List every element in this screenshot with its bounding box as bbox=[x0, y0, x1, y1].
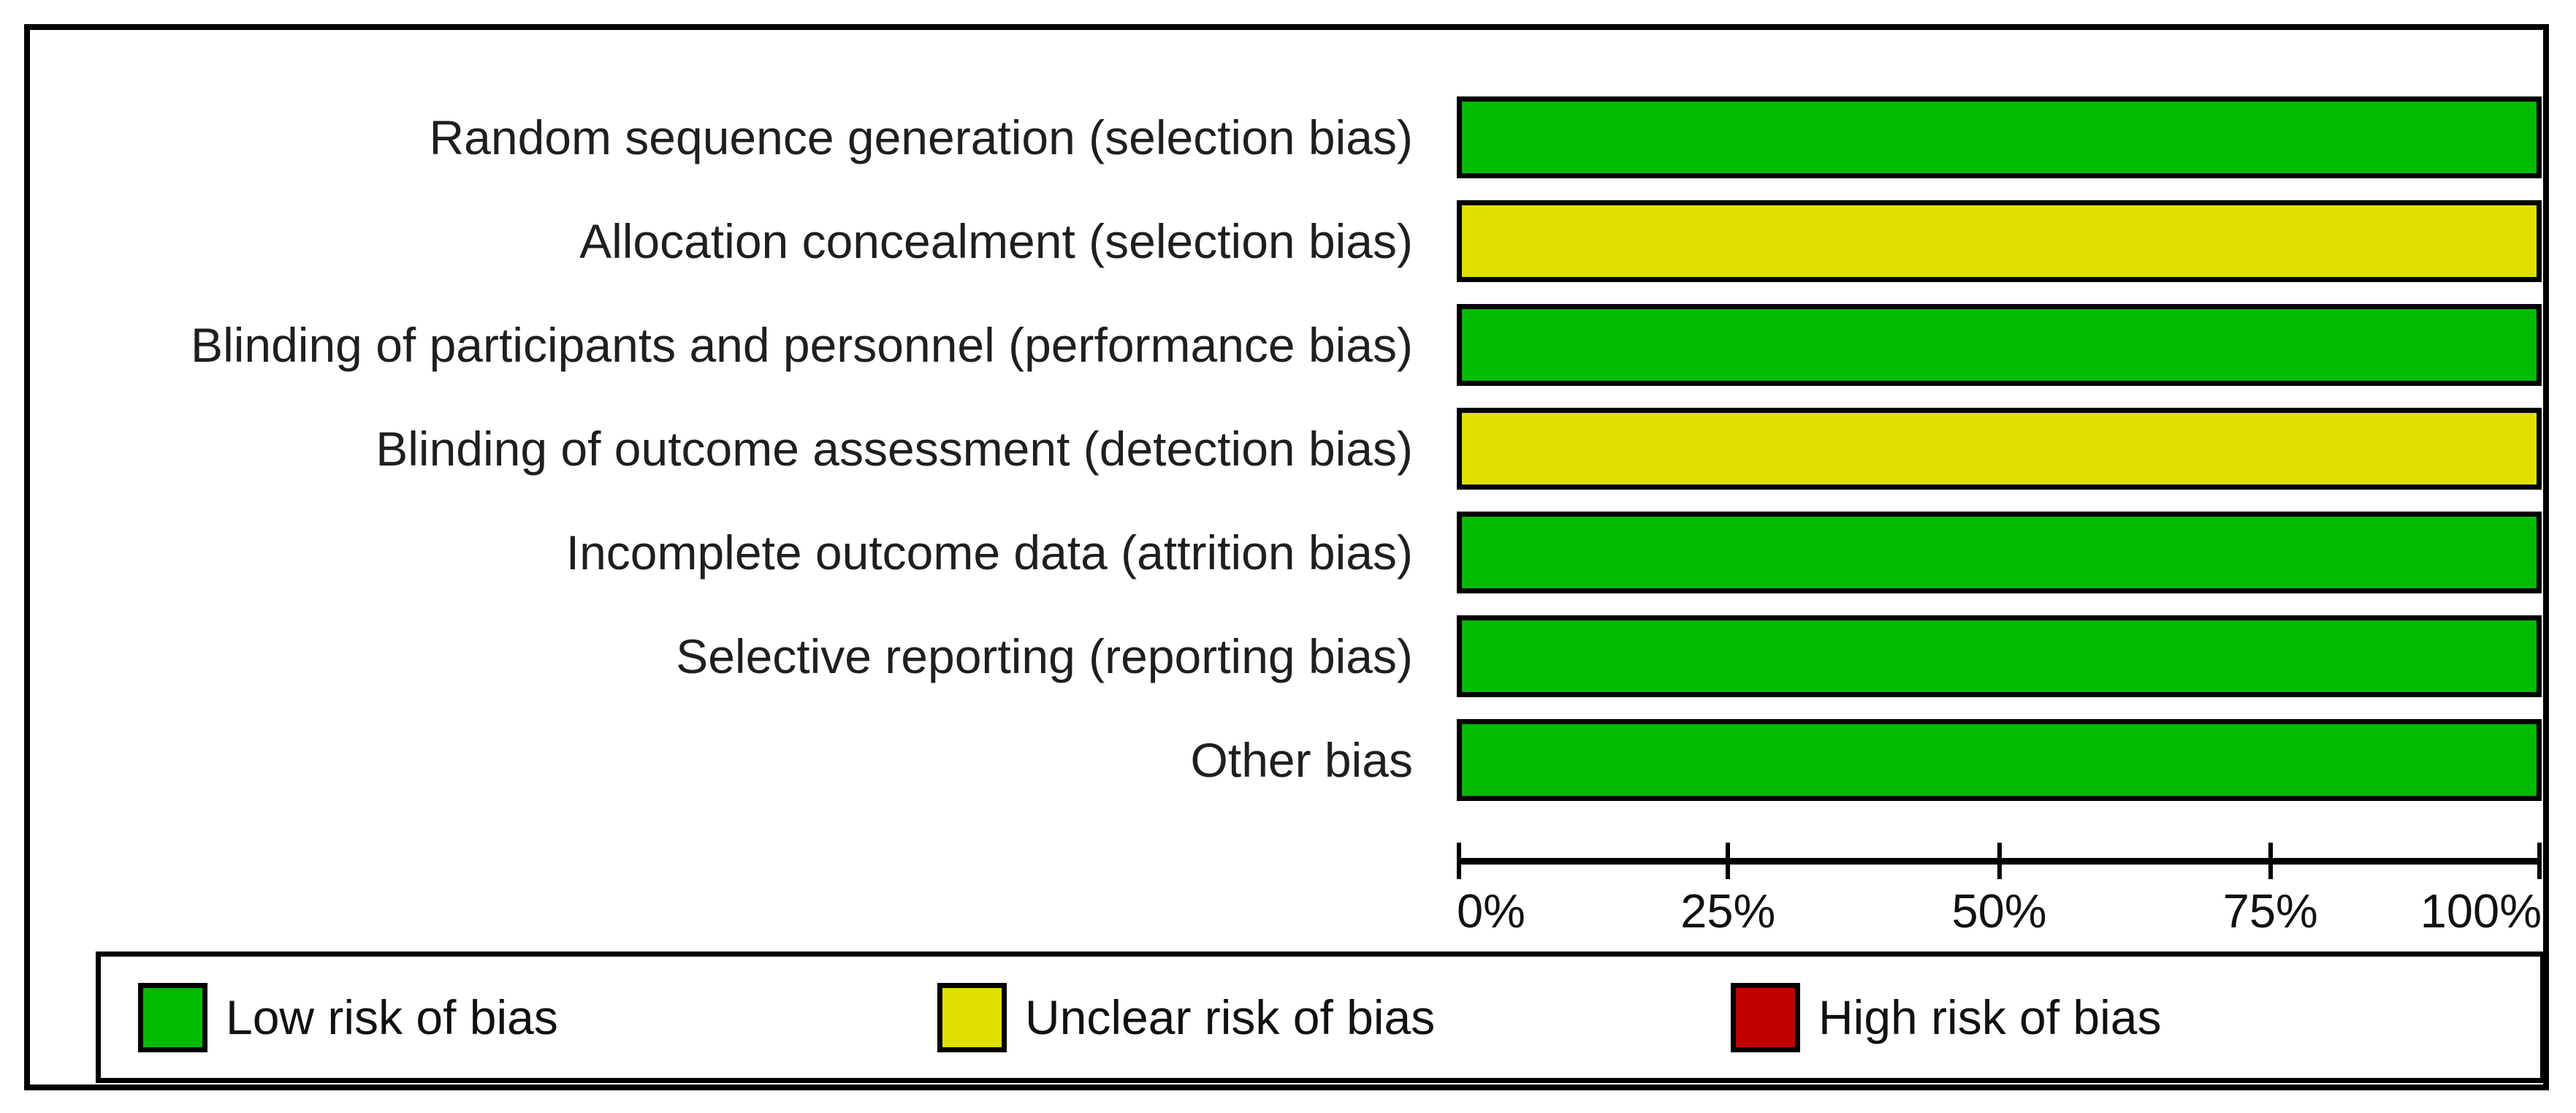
risk-bar bbox=[1457, 719, 2542, 801]
legend-label: Unclear risk of bias bbox=[1025, 990, 1436, 1044]
low-risk-swatch bbox=[138, 982, 207, 1052]
bar-track bbox=[1457, 408, 2542, 490]
bar-track bbox=[1457, 200, 2542, 282]
chart-row: Blinding of participants and personnel (… bbox=[60, 304, 2542, 386]
x-axis-tick bbox=[2268, 843, 2273, 879]
x-axis-tick-label: 75% bbox=[2222, 884, 2318, 938]
bar-track bbox=[1457, 512, 2542, 593]
chart-row: Incomplete outcome data (attrition bias) bbox=[60, 512, 2542, 593]
risk-bar bbox=[1457, 200, 2542, 282]
legend-box: Low risk of bias Unclear risk of bias Hi… bbox=[96, 951, 2545, 1083]
category-label: Selective reporting (reporting bias) bbox=[676, 629, 1413, 683]
bar-track bbox=[1457, 96, 2542, 178]
category-label: Blinding of outcome assessment (detectio… bbox=[376, 422, 1413, 476]
chart-row: Selective reporting (reporting bias) bbox=[60, 615, 2542, 697]
category-label: Blinding of participants and personnel (… bbox=[191, 318, 1413, 372]
chart-row: Other bias bbox=[60, 719, 2542, 801]
bar-track bbox=[1457, 615, 2542, 697]
legend-item-low-risk: Low risk of bias bbox=[138, 957, 558, 1078]
risk-bar bbox=[1457, 512, 2542, 593]
legend-label: Low risk of bias bbox=[226, 990, 558, 1044]
chart-row: Blinding of outcome assessment (detectio… bbox=[60, 408, 2542, 490]
unclear-risk-swatch bbox=[937, 982, 1007, 1052]
x-axis-tick-label: 25% bbox=[1680, 884, 1776, 938]
x-axis-tick-label: 0% bbox=[1457, 884, 1525, 938]
category-label: Allocation concealment (selection bias) bbox=[579, 214, 1413, 268]
category-label: Other bias bbox=[1190, 733, 1413, 787]
risk-of-bias-rows: Random sequence generation (selection bi… bbox=[60, 96, 2542, 801]
high-risk-swatch bbox=[1731, 982, 1800, 1052]
x-axis-tick bbox=[1997, 843, 2002, 879]
risk-bar bbox=[1457, 615, 2542, 697]
legend-item-unclear-risk: Unclear risk of bias bbox=[937, 957, 1435, 1078]
x-axis-tick bbox=[1457, 843, 1461, 879]
bar-track bbox=[1457, 719, 2542, 801]
risk-bar bbox=[1457, 304, 2542, 386]
category-label: Incomplete outcome data (attrition bias) bbox=[565, 525, 1413, 580]
bar-track bbox=[1457, 304, 2542, 386]
x-axis-tick bbox=[2537, 843, 2542, 879]
category-label: Random sequence generation (selection bi… bbox=[429, 110, 1414, 164]
x-axis-tick-label: 50% bbox=[1951, 884, 2047, 938]
x-axis: 0% 25% 50% 75% 100% bbox=[1457, 836, 2542, 938]
risk-bar bbox=[1457, 408, 2542, 490]
legend-label: High risk of bias bbox=[1818, 990, 2162, 1044]
chart-row: Allocation concealment (selection bias) bbox=[60, 200, 2542, 282]
x-axis-tick bbox=[1726, 843, 1731, 879]
legend-item-high-risk: High risk of bias bbox=[1731, 957, 2162, 1078]
chart-frame: Random sequence generation (selection bi… bbox=[24, 24, 2549, 1090]
chart-row: Random sequence generation (selection bi… bbox=[60, 96, 2542, 178]
risk-bar bbox=[1457, 96, 2542, 178]
x-axis-tick-label: 100% bbox=[2420, 884, 2542, 938]
